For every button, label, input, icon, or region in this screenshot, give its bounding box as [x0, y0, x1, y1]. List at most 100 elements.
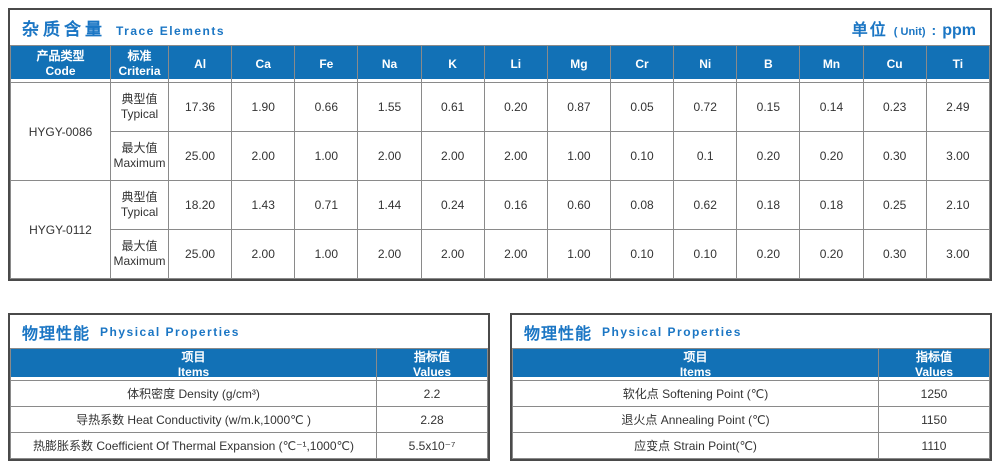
trace-elements-panel: 杂质含量 Trace Elements 单位 ( Unit) : ppm 产品类…: [8, 8, 992, 281]
trace-value-cell: 1.00: [546, 131, 611, 181]
trace-value-cell: 2.10: [925, 180, 991, 230]
trace-value-cell: 0.72: [673, 82, 738, 132]
col-header-code-en: Code: [45, 64, 76, 78]
physical-properties-panel-left: 物理性能 Physical Properties 项目 Items 指标值 Va…: [8, 313, 490, 461]
trace-value-cell: 0.24: [420, 180, 485, 230]
trace-value-cell: 0.10: [609, 229, 675, 279]
col-header-items-en: Items: [177, 364, 210, 379]
trace-value-cell: 0.14: [799, 82, 864, 132]
physical-header-row: 项目 Items 指标值 Values: [512, 348, 990, 381]
criteria-zh: 最大值: [121, 141, 158, 155]
trace-value-cell: 1.00: [294, 131, 359, 181]
property-value: 2.2: [376, 380, 488, 407]
product-code-cell: HYGY-0112: [10, 180, 111, 279]
element-col-header: Mg: [546, 45, 611, 83]
property-item: 软化点 Softening Point (℃): [512, 380, 879, 407]
table-row: 最大值 Maximum 25.00 2.00 1.00 2.00 2.00 2.00 1.0…: [11, 131, 991, 181]
trace-value-cell: 1.55: [357, 82, 422, 132]
trace-value-cell: 0.23: [862, 82, 927, 132]
table-row: 软化点 Softening Point (℃) 1250: [512, 380, 990, 407]
criteria-zh: 典型值: [121, 92, 158, 106]
table-row: HYGY-0086 典型值 Typical 17.36 1.90 0.66 1.55 0…: [10, 82, 991, 181]
trace-value-cell: 0.62: [673, 180, 738, 230]
table-row: 热膨胀系数 Coefficient Of Thermal Expansion (…: [10, 432, 488, 459]
trace-value-cell: 2.00: [357, 131, 422, 181]
criteria-cell: 最大值 Maximum: [110, 229, 169, 279]
table-row: 导热系数 Heat Conductivity (w/m.k,1000℃ ) 2.…: [10, 406, 488, 433]
col-header-values-en: Values: [914, 364, 954, 379]
trace-value-cell: 0.05: [609, 82, 675, 132]
col-header-items: 项目 Items: [512, 348, 879, 381]
trace-value-cell: 2.00: [483, 131, 548, 181]
trace-elements-table: 产品类型 Code 标准 Criteria Al Ca Fe Na K Li Mg Cr Ni B…: [10, 45, 991, 279]
col-header-values-en: Values: [412, 364, 452, 379]
criteria-zh: 最大值: [121, 239, 158, 253]
unit-paren: ( Unit): [893, 25, 926, 38]
trace-value-cell: 2.00: [357, 229, 422, 279]
trace-value-cell: 0.87: [546, 82, 611, 132]
element-col-header: Ca: [231, 45, 296, 83]
trace-value-cell: 1.00: [546, 229, 611, 279]
trace-title-en: Trace Elements: [116, 24, 226, 38]
unit-colon: :: [931, 21, 937, 38]
trace-value-cell: 1.00: [294, 229, 359, 279]
trace-value-cell: 0.08: [609, 180, 675, 230]
physical-table-right: 项目 Items 指标值 Values 软化点 Softening Point …: [512, 348, 990, 459]
trace-value-cell: 0.10: [609, 131, 675, 181]
trace-value-cell: 1.44: [357, 180, 422, 230]
element-col-header: Mn: [799, 45, 864, 83]
property-value: 2.28: [376, 406, 488, 433]
criteria-cell: 典型值 Typical: [110, 180, 169, 230]
trace-value-cell: 2.00: [420, 229, 485, 279]
trace-value-cell: 0.20: [483, 82, 548, 132]
trace-value-cell: 25.00: [167, 131, 233, 181]
physical-properties-panel-right: 物理性能 Physical Properties 项目 Items 指标值 Va…: [510, 313, 992, 461]
trace-value-cell: 0.10: [673, 229, 738, 279]
trace-value-cell: 2.00: [483, 229, 548, 279]
trace-value-cell: 3.00: [925, 131, 991, 181]
col-header-code-zh: 产品类型: [36, 49, 85, 63]
property-item: 导热系数 Heat Conductivity (w/m.k,1000℃ ): [10, 406, 377, 433]
trace-value-cell: 18.20: [167, 180, 233, 230]
trace-value-cell: 0.18: [736, 180, 801, 230]
trace-elements-titlebar: 杂质含量 Trace Elements 单位 ( Unit) : ppm: [10, 10, 990, 45]
trace-value-cell: 0.66: [294, 82, 359, 132]
trace-value-cell: 0.20: [736, 131, 801, 181]
physical-title-en: Physical Properties: [100, 324, 240, 339]
element-col-header: Na: [357, 45, 422, 83]
element-col-header: Cu: [862, 45, 927, 83]
physical-title-zh: 物理性能: [22, 325, 91, 343]
trace-value-cell: 0.18: [799, 180, 864, 230]
col-header-values-zh: 指标值: [915, 349, 952, 364]
trace-value-cell: 0.71: [294, 180, 359, 230]
trace-value-cell: 0.60: [546, 180, 611, 230]
trace-value-cell: 2.49: [925, 82, 991, 132]
property-item: 应变点 Strain Point(℃): [512, 432, 879, 459]
trace-value-cell: 1.90: [231, 82, 296, 132]
trace-elements-title: 杂质含量 Trace Elements: [22, 15, 225, 40]
trace-value-cell: 0.20: [799, 131, 864, 181]
physical-titlebar-right: 物理性能 Physical Properties: [512, 315, 990, 348]
physical-titlebar-left: 物理性能 Physical Properties: [10, 315, 488, 348]
property-value: 1110: [878, 432, 990, 459]
table-row: HYGY-0112 典型值 Typical 18.20 1.43 0.71 1.44 0…: [10, 180, 991, 279]
criteria-en: Typical: [120, 107, 159, 121]
physical-title-en: Physical Properties: [602, 324, 742, 339]
col-header-items-zh: 项目: [181, 349, 206, 364]
table-row: 退火点 Annealing Point (℃) 1150: [512, 406, 990, 433]
element-col-header: Li: [483, 45, 548, 83]
property-value: 5.5x10⁻⁷: [376, 432, 488, 459]
trace-value-cell: 0.61: [420, 82, 485, 132]
trace-value-cell: 3.00: [925, 229, 991, 279]
element-col-header: K: [420, 45, 485, 83]
criteria-en: Maximum: [113, 156, 166, 170]
physical-header-row: 项目 Items 指标值 Values: [10, 348, 488, 381]
col-header-criteria-zh: 标准: [127, 49, 152, 63]
table-row: 体积密度 Density (g/cm³) 2.2: [10, 380, 488, 407]
trace-value-cell: 0.20: [736, 229, 801, 279]
unit-label: 单位 ( Unit) : ppm: [852, 16, 976, 40]
col-header-items-en: Items: [679, 364, 712, 379]
trace-title-zh: 杂质含量: [22, 20, 106, 39]
element-col-header: Cr: [609, 45, 675, 83]
